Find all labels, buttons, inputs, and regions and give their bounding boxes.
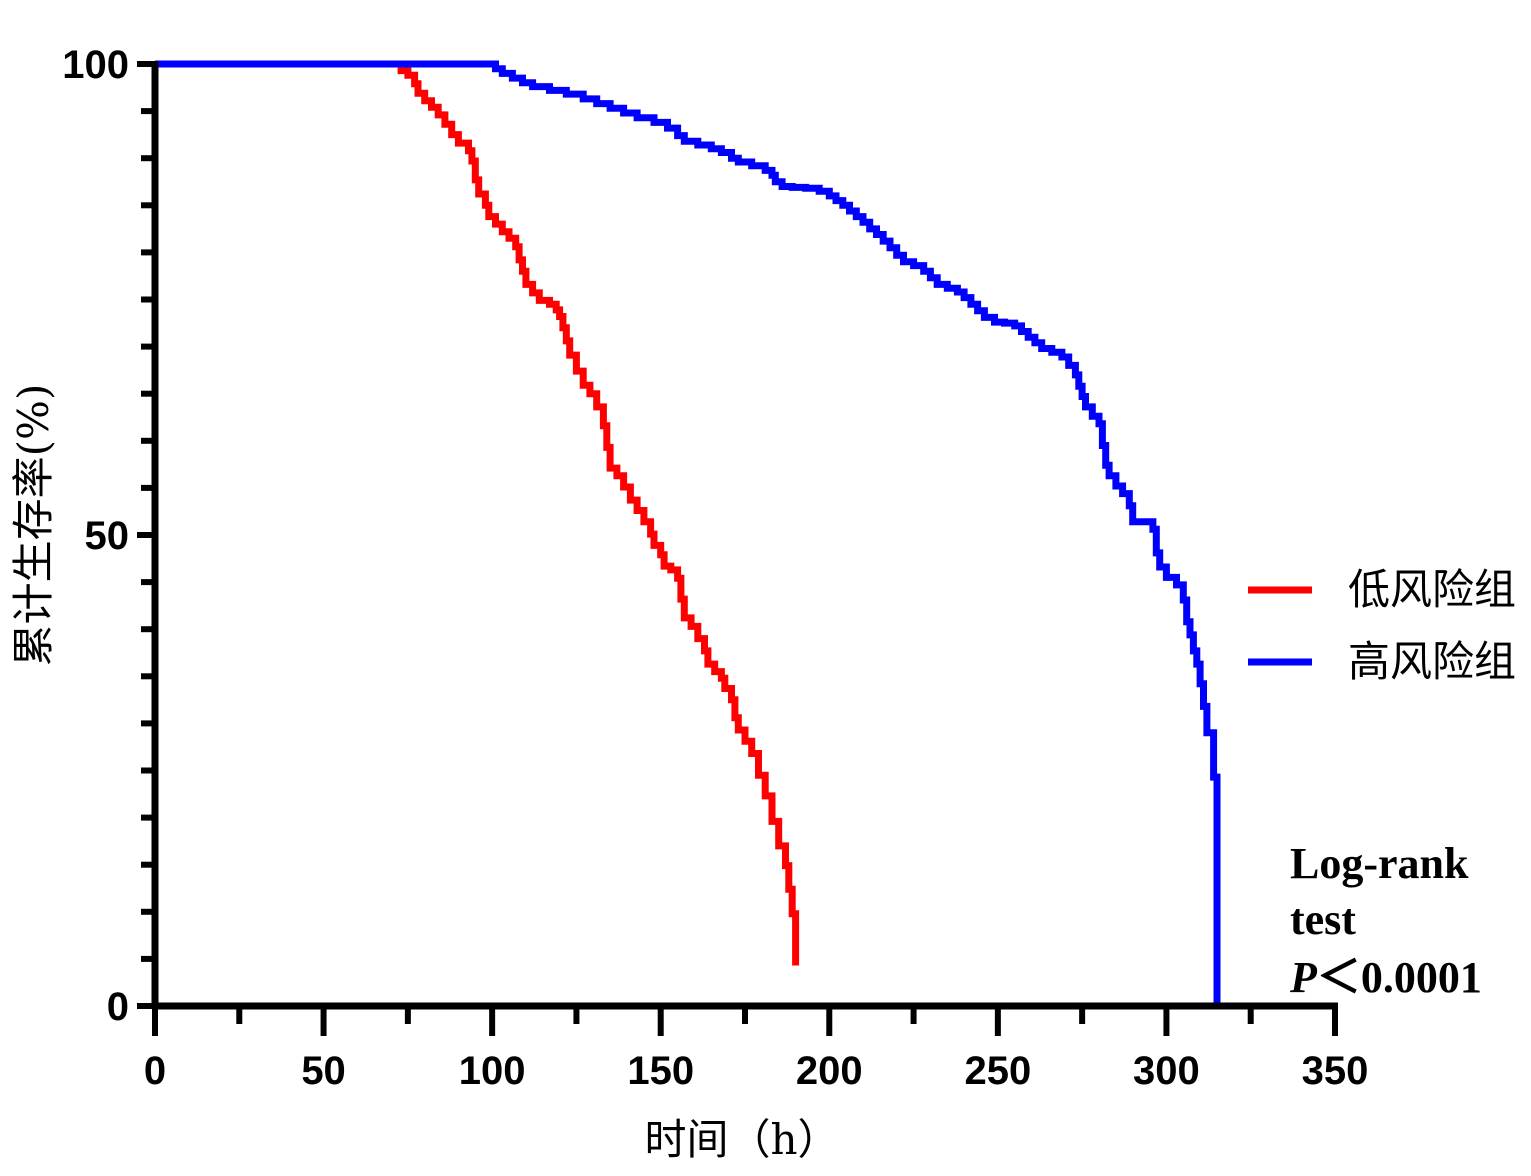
legend-label-high-risk: 高风险组: [1348, 637, 1516, 686]
x-tick-label: 350: [1302, 1049, 1369, 1093]
legend: 低风险组 高风险组: [1248, 565, 1516, 686]
x-tick-label: 0: [144, 1049, 166, 1093]
y-axis-title: 累计生存率(%): [9, 384, 58, 667]
p-symbol: P: [1289, 953, 1318, 1002]
p-value-text: P＜0.0001: [1289, 953, 1482, 1002]
logrank-line-1: Log-rank: [1290, 839, 1469, 888]
x-tick-label: 200: [796, 1049, 863, 1093]
legend-label-low-risk: 低风险组: [1348, 565, 1516, 614]
logrank-annotation: Log-rank test P＜0.0001: [1289, 839, 1482, 1002]
x-tick-label: 300: [1133, 1049, 1200, 1093]
axes-layer: 0 50 100 0 50 100 150 200 250 300 350: [62, 43, 1368, 1093]
series-line-1: [155, 60, 1221, 1006]
y-tick-label: 50: [85, 514, 130, 558]
x-tick-label: 100: [459, 1049, 526, 1093]
x-tick-label: 50: [301, 1049, 346, 1093]
y-tick-label: 100: [62, 43, 129, 87]
x-axis-title: 时间（h）: [644, 1115, 839, 1164]
p-value: ＜0.0001: [1317, 953, 1482, 1002]
logrank-line-2: test: [1290, 895, 1356, 944]
x-tick-label: 250: [964, 1049, 1031, 1093]
series-line-0: [155, 60, 800, 966]
series-layer: [155, 60, 1221, 1006]
x-tick-label: 150: [627, 1049, 694, 1093]
y-tick-label: 0: [107, 985, 129, 1029]
